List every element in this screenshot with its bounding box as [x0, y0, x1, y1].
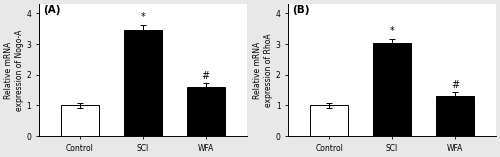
- Bar: [310, 106, 348, 136]
- Text: *: *: [140, 12, 145, 22]
- Bar: [61, 106, 98, 136]
- Text: (B): (B): [292, 5, 310, 16]
- Text: (A): (A): [43, 5, 60, 16]
- Bar: [436, 96, 474, 136]
- Bar: [124, 30, 162, 136]
- Bar: [186, 87, 224, 136]
- Text: #: #: [451, 80, 459, 89]
- Text: *: *: [390, 26, 394, 36]
- Y-axis label: Relative mRNA
expression of Nogo-A: Relative mRNA expression of Nogo-A: [4, 30, 24, 111]
- Bar: [373, 43, 411, 136]
- Y-axis label: Relative mRNA
expression of RhoA: Relative mRNA expression of RhoA: [254, 33, 273, 107]
- Text: #: #: [202, 71, 209, 81]
